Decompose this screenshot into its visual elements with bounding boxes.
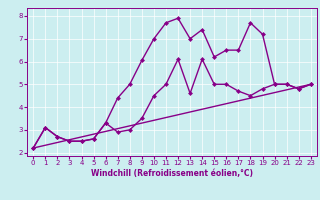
X-axis label: Windchill (Refroidissement éolien,°C): Windchill (Refroidissement éolien,°C) xyxy=(91,169,253,178)
